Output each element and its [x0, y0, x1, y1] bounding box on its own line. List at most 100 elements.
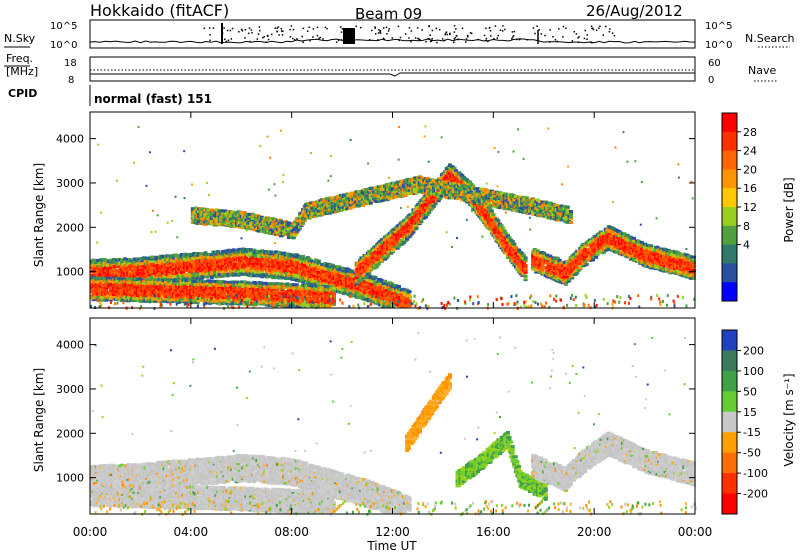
nsearch-point [430, 41, 432, 43]
nsearch-point [371, 30, 373, 32]
nsearch-point [487, 41, 489, 43]
echo-cell [397, 285, 401, 288]
nsearch-point [514, 31, 516, 33]
nsearch-point [428, 26, 430, 28]
nsearch-point [516, 39, 518, 41]
nsearch-point [602, 34, 604, 36]
nsearch-point [584, 38, 586, 40]
nsearch-point [609, 28, 611, 30]
nsearch-point [244, 37, 246, 39]
freq-panel: Freq. [MHz] 18 8 60 0 Nave [4, 52, 778, 86]
echo-cell [386, 254, 390, 257]
nsearch-point [454, 38, 456, 40]
nsearch-point [341, 31, 343, 33]
nsearch-point [231, 38, 233, 40]
station-title: Hokkaido (fitACF) [90, 1, 229, 20]
nsearch-point [309, 27, 311, 29]
nsearch-point [400, 37, 402, 39]
nsearch-point [259, 30, 261, 32]
nsearch-point [293, 29, 295, 31]
nsearch-label: N.Search [745, 32, 795, 45]
nsearch-point [549, 29, 551, 31]
nsearch-point [614, 35, 616, 37]
nsearch-point [502, 30, 504, 32]
nsearch-point [227, 30, 229, 32]
noise-tick-left-bottom: 10^0 [50, 40, 77, 51]
nsearch-point [425, 41, 427, 43]
nsearch-point [497, 37, 499, 39]
nsearch-point [303, 28, 305, 30]
nsearch-point [429, 34, 431, 36]
nsearch-point [264, 36, 266, 38]
nsearch-point [278, 34, 280, 36]
nsearch-point [572, 40, 574, 42]
nsearch-point [534, 33, 536, 35]
nsearch-point [294, 39, 296, 41]
nsearch-point [574, 31, 576, 33]
nsearch-point [565, 28, 567, 30]
freq-panel-frame [90, 57, 695, 81]
nsearch-point [456, 35, 458, 37]
nsearch-point [511, 38, 513, 40]
nave-tick-bottom: 0 [708, 75, 714, 86]
nsearch-point [563, 26, 565, 28]
nsearch-point [230, 30, 232, 32]
nsearch-point [262, 37, 264, 39]
noise-tick-right-top: 10^5 [705, 21, 732, 32]
nsearch-point [204, 28, 206, 30]
nsearch-point [513, 35, 515, 37]
nsearch-point [377, 39, 379, 41]
nsearch-point [453, 42, 455, 44]
nsearch-point [466, 38, 468, 40]
nsearch-point [386, 33, 388, 35]
nsearch-point [605, 26, 607, 28]
echo-cell [408, 290, 412, 293]
nsearch-point [388, 28, 390, 30]
echo-cell [332, 292, 336, 295]
nsearch-point [470, 32, 472, 34]
nsearch-point [555, 39, 557, 41]
nsearch-point [557, 41, 559, 43]
nsearch-point [249, 27, 251, 29]
nsearch-point [398, 40, 400, 42]
nsearch-point [386, 27, 388, 29]
nsearch-point [562, 36, 564, 38]
power-echoes [90, 125, 696, 310]
nsearch-point [454, 25, 456, 27]
nsearch-point [336, 41, 338, 43]
noise-series [90, 23, 695, 44]
nsearch-point [493, 38, 495, 40]
nsearch-point [307, 30, 309, 32]
date-title: 26/Aug/2012 [586, 2, 683, 20]
nsearch-point [409, 27, 411, 29]
nsearch-point [495, 25, 497, 27]
nsearch-point [257, 38, 259, 40]
nsearch-point [596, 29, 598, 31]
nsearch-point [259, 26, 261, 28]
nsearch-point [431, 38, 433, 40]
nsearch-point [374, 26, 376, 28]
nsearch-point [418, 38, 420, 40]
nsearch-point [274, 27, 276, 29]
nsearch-point [248, 33, 250, 35]
nsearch-point [209, 27, 211, 29]
nsearch-point [375, 33, 377, 35]
nsearch-point [504, 29, 506, 31]
nsearch-point [242, 30, 244, 32]
noise-tick-right-bottom: 10^0 [705, 40, 732, 51]
noise-panel-frame [90, 20, 695, 48]
nsearch-point [585, 30, 587, 32]
nsearch-point [312, 36, 314, 38]
nsearch-point [317, 27, 319, 29]
nsearch-point [544, 35, 546, 37]
nsearch-point [578, 37, 580, 39]
nsearch-point [593, 29, 595, 31]
nsearch-point [209, 34, 211, 36]
nsearch-point [411, 30, 413, 32]
nsearch-point [223, 27, 225, 29]
nsearch-point [380, 32, 382, 34]
nsearch-point [444, 34, 446, 36]
nsearch-point [213, 27, 215, 29]
